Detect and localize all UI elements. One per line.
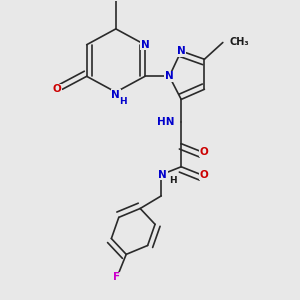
Text: H: H: [169, 176, 176, 185]
Text: H: H: [119, 97, 127, 106]
Text: N: N: [177, 46, 186, 56]
Text: N: N: [141, 40, 149, 50]
Text: F: F: [113, 272, 120, 282]
Text: O: O: [200, 147, 208, 157]
Text: CH₃: CH₃: [230, 38, 249, 47]
Text: N: N: [165, 71, 174, 81]
Text: N: N: [158, 170, 167, 180]
Text: O: O: [200, 170, 208, 180]
Text: HN: HN: [157, 118, 175, 128]
Text: O: O: [52, 84, 61, 94]
Text: N: N: [111, 90, 120, 100]
